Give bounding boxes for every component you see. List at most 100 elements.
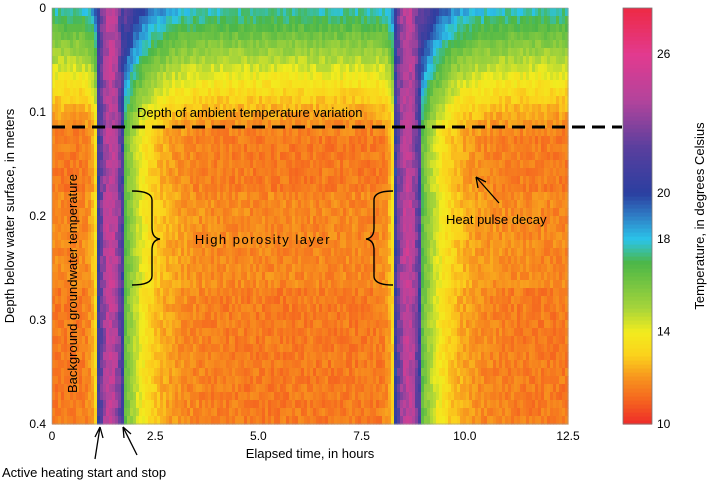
heatmap-cell bbox=[241, 280, 245, 289]
heatmap-cell bbox=[217, 216, 221, 225]
heatmap-cell bbox=[292, 224, 296, 233]
heatmap-cell bbox=[130, 256, 134, 265]
heatmap-cell bbox=[64, 360, 68, 369]
heatmap-cell bbox=[271, 240, 275, 249]
heatmap-cell bbox=[226, 128, 230, 137]
heatmap-cell bbox=[214, 344, 218, 353]
heatmap-cell bbox=[103, 248, 107, 257]
heatmap-cell bbox=[73, 168, 77, 177]
heatmap-cell bbox=[217, 8, 221, 17]
heatmap-cell bbox=[100, 400, 104, 409]
heatmap-cell bbox=[94, 144, 98, 153]
heatmap-cell bbox=[178, 224, 182, 233]
heatmap-cell bbox=[235, 400, 239, 409]
heatmap-cell bbox=[325, 184, 329, 193]
heatmap-cell bbox=[307, 176, 311, 185]
heatmap-cell bbox=[115, 312, 119, 321]
heatmap-cell bbox=[319, 344, 323, 353]
heatmap-cell bbox=[112, 288, 116, 297]
heatmap-cell bbox=[244, 336, 248, 345]
heatmap-cell bbox=[268, 176, 272, 185]
heatmap-cell bbox=[271, 280, 275, 289]
heatmap-cell bbox=[190, 56, 194, 65]
heatmap-cell bbox=[184, 280, 188, 289]
heatmap-cell bbox=[154, 376, 158, 385]
heatmap-cell bbox=[139, 216, 143, 225]
heatmap-cell bbox=[127, 208, 131, 217]
heatmap-cell bbox=[241, 392, 245, 401]
heatmap-cell bbox=[313, 56, 317, 65]
heatmap-cell bbox=[223, 112, 227, 121]
heatmap-cell bbox=[100, 192, 104, 201]
heatmap-cell bbox=[301, 328, 305, 337]
heatmap-cell bbox=[133, 40, 137, 49]
heatmap-cell bbox=[274, 32, 278, 41]
heatmap-cell bbox=[193, 168, 197, 177]
heatmap-cell bbox=[130, 192, 134, 201]
heatmap-cell bbox=[178, 328, 182, 337]
heatmap-cell bbox=[139, 376, 143, 385]
heatmap-cell bbox=[154, 320, 158, 329]
heatmap-cell bbox=[61, 240, 65, 249]
heatmap-cell bbox=[256, 176, 260, 185]
heatmap-cell bbox=[139, 104, 143, 113]
heatmap-cell bbox=[214, 72, 218, 81]
heatmap-cell bbox=[202, 232, 206, 241]
heatmap-cell bbox=[127, 80, 131, 89]
heatmap-cell bbox=[223, 48, 227, 57]
heatmap-cell bbox=[202, 144, 206, 153]
heatmap-cell bbox=[82, 240, 86, 249]
heatmap-cell bbox=[277, 304, 281, 313]
heatmap-cell bbox=[76, 152, 80, 161]
heatmap-cell bbox=[250, 400, 254, 409]
heatmap-cell bbox=[178, 360, 182, 369]
heatmap-cell bbox=[145, 168, 149, 177]
heatmap-cell bbox=[220, 240, 224, 249]
heatmap-cell bbox=[169, 64, 173, 73]
heatmap-cell bbox=[124, 400, 128, 409]
heatmap-cell bbox=[229, 368, 233, 377]
heatmap-cell bbox=[292, 256, 296, 265]
heatmap-cell bbox=[214, 152, 218, 161]
heatmap-cell bbox=[211, 72, 215, 81]
heatmap-cell bbox=[286, 352, 290, 361]
heatmap-cell bbox=[214, 320, 218, 329]
heatmap-cell bbox=[142, 48, 146, 57]
heatmap-cell bbox=[334, 408, 338, 417]
heatmap-cell bbox=[295, 168, 299, 177]
heatmap-cell bbox=[199, 16, 203, 25]
heatmap-cell bbox=[235, 184, 239, 193]
heatmap-cell bbox=[100, 408, 104, 417]
heatmap-cell bbox=[313, 264, 317, 273]
heatmap-cell bbox=[235, 160, 239, 169]
heatmap-cell bbox=[202, 8, 206, 17]
heatmap-cell bbox=[67, 400, 71, 409]
heatmap-cell bbox=[94, 136, 98, 145]
heatmap-cell bbox=[55, 256, 59, 265]
heatmap-cell bbox=[163, 112, 167, 121]
heatmap-cell bbox=[172, 88, 176, 97]
heatmap-cell bbox=[235, 64, 239, 73]
heatmap-cell bbox=[271, 232, 275, 241]
heatmap-cell bbox=[166, 104, 170, 113]
heatmap-cell bbox=[127, 128, 131, 137]
heatmap-cell bbox=[304, 88, 308, 97]
heatmap-cell bbox=[85, 120, 89, 129]
heatmap-cell bbox=[283, 240, 287, 249]
heatmap-cell bbox=[268, 144, 272, 153]
heatmap-cell bbox=[154, 8, 158, 17]
heatmap-cell bbox=[172, 408, 176, 417]
heatmap-cell bbox=[313, 176, 317, 185]
heatmap-cell bbox=[241, 160, 245, 169]
heatmap-cell bbox=[184, 24, 188, 33]
heatmap-cell bbox=[277, 144, 281, 153]
heatmap-cell bbox=[82, 352, 86, 361]
heatmap-cell bbox=[118, 88, 122, 97]
heatmap-cell bbox=[199, 128, 203, 137]
heatmap-cell bbox=[181, 136, 185, 145]
heatmap-cell bbox=[199, 240, 203, 249]
heatmap-cell bbox=[67, 176, 71, 185]
heatmap-cell bbox=[94, 256, 98, 265]
heatmap-cell bbox=[304, 288, 308, 297]
heatmap-cell bbox=[202, 296, 206, 305]
